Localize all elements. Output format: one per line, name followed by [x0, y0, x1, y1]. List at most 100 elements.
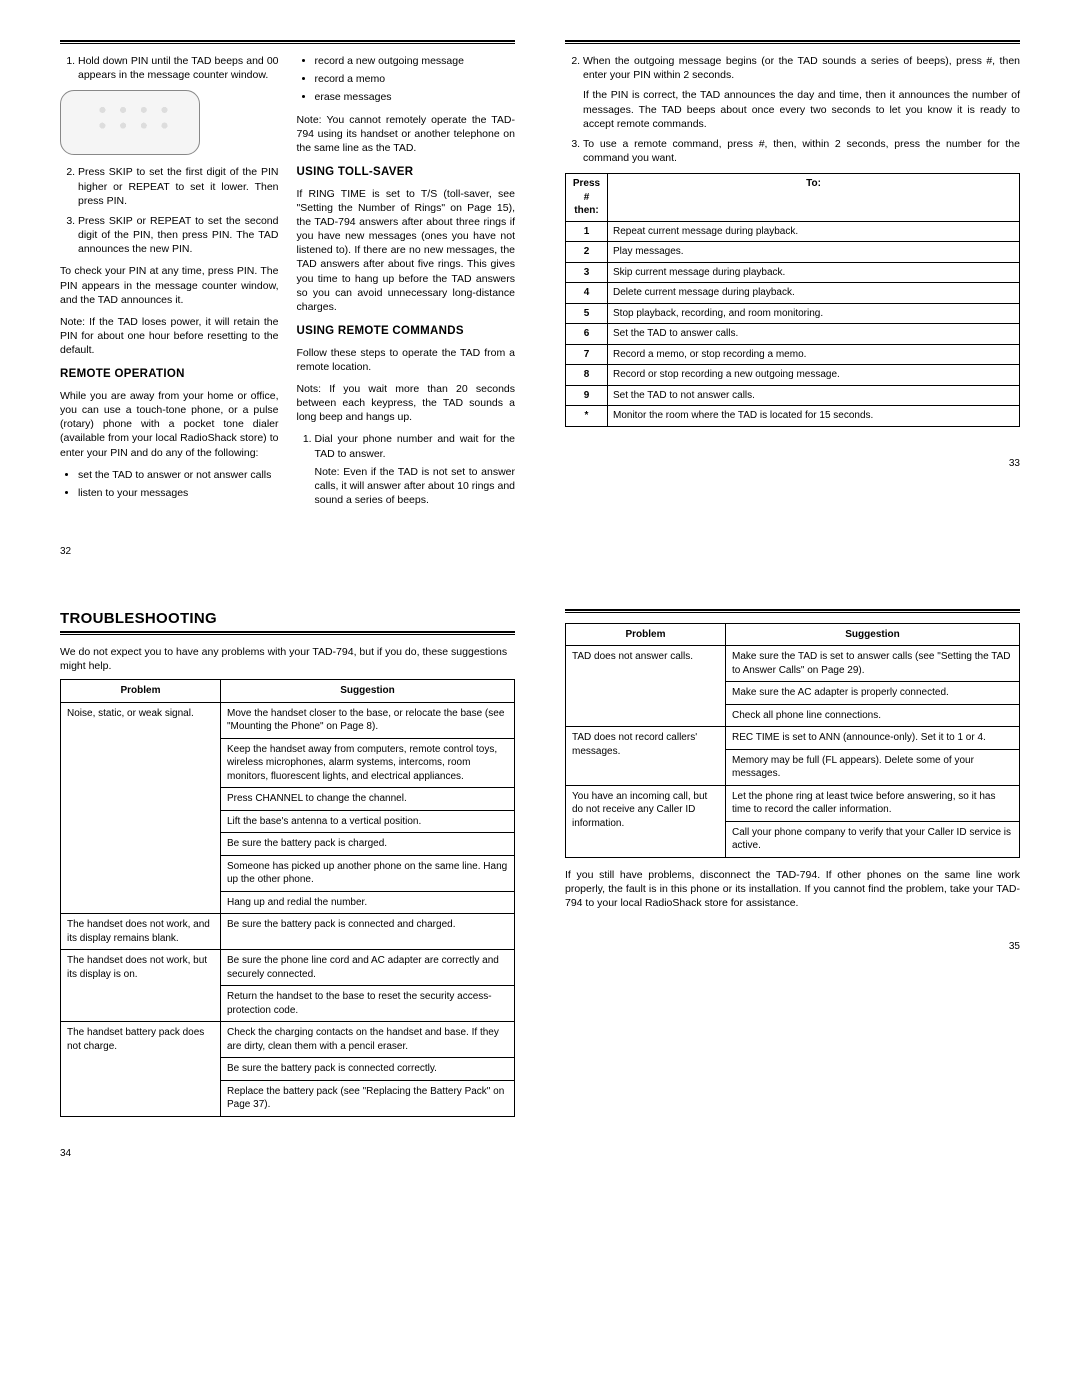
- cmd-key: 1: [566, 221, 608, 242]
- ts-suggestion: Check the charging contacts on the hands…: [221, 1022, 515, 1058]
- cmd-key: 9: [566, 385, 608, 406]
- ts34-th-suggestion: Suggestion: [221, 680, 515, 703]
- table-row: 3Skip current message during playback.: [566, 262, 1020, 283]
- cmd-desc: Skip current message during playback.: [608, 262, 1020, 283]
- p32-c2-bul2: record a memo: [315, 72, 516, 86]
- page-32: Hold down PIN until the TAD beeps and 00…: [60, 40, 515, 559]
- page-rule: [60, 631, 515, 635]
- ts-problem: The handset does not work, and its displ…: [61, 914, 221, 950]
- device-illustration: [60, 90, 200, 155]
- ts-suggestion: Be sure the phone line cord and AC adapt…: [221, 950, 515, 986]
- p33-step3: To use a remote command, press #, then, …: [583, 137, 1020, 165]
- p32-step3: Press SKIP or REPEAT to set the second d…: [78, 214, 279, 257]
- remote-command-table: Press # then: To: 1Repeat current messag…: [565, 173, 1020, 427]
- ts-suggestion: Keep the handset away from computers, re…: [221, 738, 515, 788]
- cmd-key: *: [566, 406, 608, 427]
- p33-step2b: If the PIN is correct, the TAD announces…: [583, 88, 1020, 131]
- toll-saver-heading: USING TOLL-SAVER: [297, 165, 516, 181]
- ts-suggestion: Be sure the battery pack is charged.: [221, 833, 515, 856]
- ts-suggestion: Return the handset to the base to reset …: [221, 986, 515, 1022]
- cmd-desc: Monitor the room where the TAD is locate…: [608, 406, 1020, 427]
- cmd-desc: Play messages.: [608, 242, 1020, 263]
- page-number-34: 34: [60, 1147, 515, 1161]
- cmd-th-press: Press # then:: [566, 174, 608, 222]
- ts-suggestion: Check all phone line connections.: [726, 704, 1020, 727]
- page-number-32: 32: [60, 545, 515, 559]
- table-row: 4Delete current message during playback.: [566, 283, 1020, 304]
- troubleshooting-intro: We do not expect you to have any problem…: [60, 645, 515, 673]
- cmd-key: 7: [566, 344, 608, 365]
- remote-op-heading: REMOTE OPERATION: [60, 367, 279, 383]
- table-row: Noise, static, or weak signal.Move the h…: [61, 702, 515, 738]
- spread-34-35: TROUBLESHOOTING We do not expect you to …: [60, 609, 1020, 1161]
- page-33: When the outgoing message begins (or the…: [565, 40, 1020, 559]
- page-rule: [60, 40, 515, 44]
- table-row: 6Set the TAD to answer calls.: [566, 324, 1020, 345]
- page-35: Problem Suggestion TAD does not answer c…: [565, 609, 1020, 1161]
- remote-cmd-step1: Dial your phone number and wait for the …: [315, 432, 516, 507]
- ts-problem: TAD does not record callers' messages.: [566, 727, 726, 786]
- ts-problem: The handset does not work, but its displ…: [61, 950, 221, 1022]
- p33-step2: When the outgoing message begins (or the…: [583, 54, 1020, 131]
- cmd-key: 6: [566, 324, 608, 345]
- table-row: 2Play messages.: [566, 242, 1020, 263]
- table-row: *Monitor the room where the TAD is locat…: [566, 406, 1020, 427]
- table-row: TAD does not answer calls.Make sure the …: [566, 646, 1020, 682]
- ts-suggestion: Someone has picked up another phone on t…: [221, 855, 515, 891]
- page-34: TROUBLESHOOTING We do not expect you to …: [60, 609, 515, 1161]
- table-row: 5Stop playback, recording, and room moni…: [566, 303, 1020, 324]
- ts-suggestion: Move the handset closer to the base, or …: [221, 702, 515, 738]
- table-row: The handset does not work, and its displ…: [61, 914, 515, 950]
- troubleshooting-table-35: Problem Suggestion TAD does not answer c…: [565, 623, 1020, 858]
- cmd-th-to: To:: [608, 174, 1020, 222]
- cmd-desc: Set the TAD to not answer calls.: [608, 385, 1020, 406]
- p32-c2-note: Note: You cannot remotely operate the TA…: [297, 113, 516, 156]
- p32-c2-bul3: erase messages: [315, 90, 516, 104]
- ts-suggestion: Make sure the TAD is set to answer calls…: [726, 646, 1020, 682]
- ts-problem: TAD does not answer calls.: [566, 646, 726, 727]
- spread-32-33: Hold down PIN until the TAD beeps and 00…: [60, 40, 1020, 559]
- troubleshooting-table-34: Problem Suggestion Noise, static, or wea…: [60, 679, 515, 1117]
- troubleshooting-heading: TROUBLESHOOTING: [60, 609, 515, 629]
- remote-cmd-step1-note: Note: Even if the TAD is not set to answ…: [315, 465, 516, 508]
- ts-suggestion: Let the phone ring at least twice before…: [726, 785, 1020, 821]
- table-row: The handset does not work, but its displ…: [61, 950, 515, 986]
- table-row: 7Record a memo, or stop recording a memo…: [566, 344, 1020, 365]
- ts-suggestion: Be sure the battery pack is connected co…: [221, 1058, 515, 1081]
- p32-note: Note: If the TAD loses power, it will re…: [60, 315, 279, 358]
- ts-suggestion: Be sure the battery pack is connected an…: [221, 914, 515, 950]
- ts35-th-problem: Problem: [566, 623, 726, 646]
- ts-suggestion: Hang up and redial the number.: [221, 891, 515, 914]
- p32-check: To check your PIN at any time, press PIN…: [60, 264, 279, 307]
- toll-saver-body: If RING TIME is set to T/S (toll-saver, …: [297, 187, 516, 315]
- ts-problem: Noise, static, or weak signal.: [61, 702, 221, 914]
- ts-suggestion: Make sure the AC adapter is properly con…: [726, 682, 1020, 705]
- ts-problem: The handset battery pack does not charge…: [61, 1022, 221, 1117]
- page-rule: [565, 40, 1020, 44]
- ts-suggestion: Replace the battery pack (see "Replacing…: [221, 1080, 515, 1116]
- remote-bul-1: set the TAD to answer or not answer call…: [78, 468, 279, 482]
- ts-suggestion: Lift the base's antenna to a vertical po…: [221, 810, 515, 833]
- p32-step1: Hold down PIN until the TAD beeps and 00…: [78, 54, 279, 82]
- page-rule: [565, 609, 1020, 613]
- table-row: You have an incoming call, but do not re…: [566, 785, 1020, 821]
- p32-step2: Press SKIP to set the first digit of the…: [78, 165, 279, 208]
- remote-op-body: While you are away from your home or off…: [60, 389, 279, 460]
- ts34-th-problem: Problem: [61, 680, 221, 703]
- p32-c2-bul1: record a new outgoing message: [315, 54, 516, 68]
- remote-cmd-note: Nots: If you wait more than 20 seconds b…: [297, 382, 516, 425]
- ts-suggestion: Memory may be full (FL appears). Delete …: [726, 749, 1020, 785]
- cmd-desc: Record or stop recording a new outgoing …: [608, 365, 1020, 386]
- remote-cmd-heading: USING REMOTE COMMANDS: [297, 324, 516, 340]
- cmd-key: 2: [566, 242, 608, 263]
- ts-problem: You have an incoming call, but do not re…: [566, 785, 726, 857]
- cmd-desc: Repeat current message during playback.: [608, 221, 1020, 242]
- cmd-desc: Record a memo, or stop recording a memo.: [608, 344, 1020, 365]
- cmd-key: 3: [566, 262, 608, 283]
- cmd-desc: Set the TAD to answer calls.: [608, 324, 1020, 345]
- table-row: 1Repeat current message during playback.: [566, 221, 1020, 242]
- cmd-key: 4: [566, 283, 608, 304]
- cmd-key: 5: [566, 303, 608, 324]
- remote-bul-2: listen to your messages: [78, 486, 279, 500]
- page-number-33: 33: [565, 457, 1020, 471]
